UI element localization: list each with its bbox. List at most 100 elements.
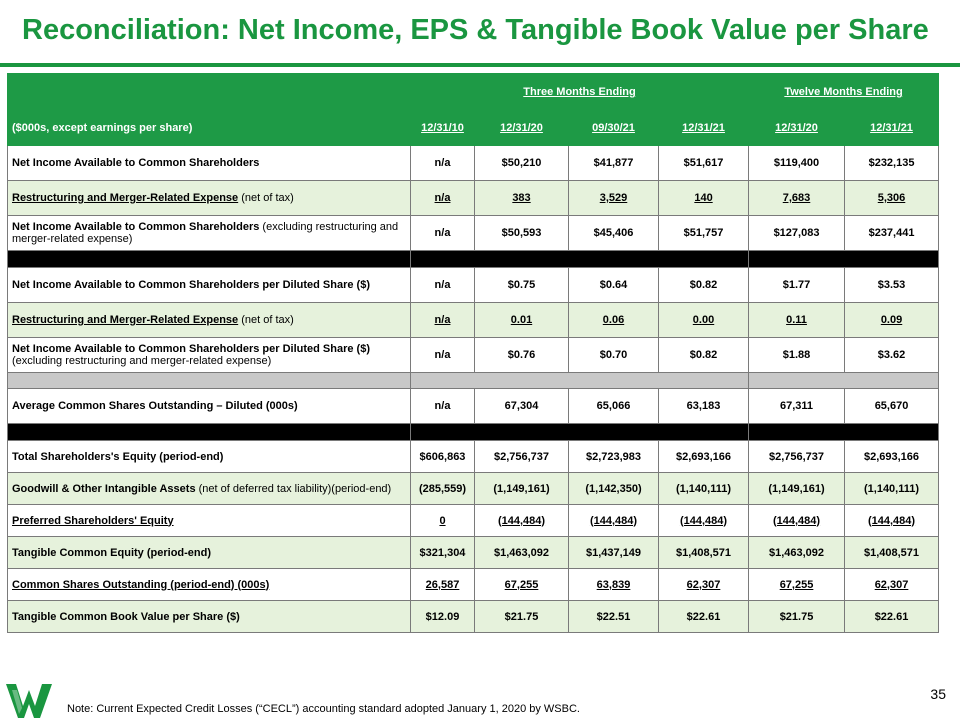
value-cell: 67,255 [748, 568, 846, 601]
value-cell: $3.62 [844, 337, 940, 373]
value-cell: 26,587 [410, 568, 475, 601]
row-label-cell: Net Income Available to Common Sharehold… [7, 337, 411, 373]
value-cell: 67,304 [474, 388, 569, 424]
column-header: 12/31/21 [844, 110, 940, 146]
footnote: Note: Current Expected Credit Losses (“C… [67, 703, 580, 715]
row-label-cell: Preferred Shareholders' Equity [7, 504, 411, 537]
reconciliation-table: Three Months Ending Twelve Months Ending… [7, 73, 940, 633]
column-header: 12/31/20 [474, 110, 569, 146]
column-header: 12/31/10 [410, 110, 475, 146]
row-label: Tangible Common Book Value per Share ($) [7, 600, 411, 633]
page-number: 35 [930, 686, 946, 702]
row-label: Tangible Common Equity (period-end) [7, 536, 411, 569]
row-label-note: (excluding restructuring and merger-rela… [12, 221, 399, 245]
value-cell: $1,408,571 [844, 536, 940, 569]
value-cell: 63,183 [657, 388, 750, 424]
row-label: Restructuring and Merger-Related Expense [12, 314, 239, 326]
value-cell: $0.82 [657, 337, 750, 373]
separator-row [7, 423, 940, 441]
value-cell: n/a [410, 337, 475, 373]
separator-row [7, 250, 940, 268]
separator-row [7, 372, 940, 389]
row-label: Goodwill & Other Intangible Assets [12, 482, 196, 495]
row-goodwill: Goodwill & Other Intangible Assets (net … [7, 472, 940, 505]
value-cell: $127,083 [748, 215, 846, 251]
value-cell: $2,693,166 [844, 440, 940, 473]
header-group-row: Three Months Ending Twelve Months Ending [7, 73, 940, 111]
value-cell: 65,670 [844, 388, 940, 424]
value-cell: 67,311 [748, 388, 846, 424]
value-cell: $50,593 [474, 215, 569, 251]
row-net-income: Net Income Available to Common Sharehold… [7, 145, 940, 181]
value-cell: $0.82 [657, 267, 750, 303]
value-cell: $2,756,737 [748, 440, 846, 473]
row-label: Common Shares Outstanding (period-end) (… [12, 578, 270, 591]
value-cell: (1,142,350) [568, 472, 659, 505]
value-cell: (1,149,161) [474, 472, 569, 505]
value-cell: $21.75 [474, 600, 569, 633]
row-label-note: (net of deferred tax liability)(period-e… [198, 482, 392, 495]
value-cell: $41,877 [568, 145, 659, 181]
value-cell: 3,529 [568, 180, 659, 216]
header-blank-cell [7, 73, 411, 111]
wesbanco-w-logo-icon [6, 684, 52, 718]
value-cell: $1,463,092 [748, 536, 846, 569]
row-label-cell: Common Shares Outstanding (period-end) (… [7, 568, 411, 601]
value-cell: 0.11 [748, 302, 846, 338]
value-cell: 63,839 [568, 568, 659, 601]
value-cell: 67,255 [474, 568, 569, 601]
header-twelve-months: Twelve Months Ending [748, 73, 940, 111]
value-cell: (144,484) [657, 504, 750, 537]
row-label-note: (excluding restructuring and merger-rela… [12, 355, 272, 367]
value-cell: (144,484) [474, 504, 569, 537]
value-cell: $606,863 [410, 440, 475, 473]
value-cell: $232,135 [844, 145, 940, 181]
value-cell: n/a [410, 180, 475, 216]
row-label-cell: Goodwill & Other Intangible Assets (net … [7, 472, 411, 505]
value-cell: $0.70 [568, 337, 659, 373]
row-label-note: (net of tax) [241, 192, 294, 204]
value-cell: 383 [474, 180, 569, 216]
row-preferred: Preferred Shareholders' Equity 0 (144,48… [7, 504, 940, 537]
value-cell: $0.75 [474, 267, 569, 303]
value-cell: $12.09 [410, 600, 475, 633]
row-label: Average Common Shares Outstanding – Dilu… [7, 388, 411, 424]
value-cell: n/a [410, 388, 475, 424]
value-cell: 65,066 [568, 388, 659, 424]
value-cell: $3.53 [844, 267, 940, 303]
value-cell: 0.09 [844, 302, 940, 338]
value-cell: $51,617 [657, 145, 750, 181]
value-cell: $22.51 [568, 600, 659, 633]
value-cell: (144,484) [844, 504, 940, 537]
row-label: Total Shareholders's Equity (period-end) [7, 440, 411, 473]
value-cell: $2,723,983 [568, 440, 659, 473]
row-tangible-equity: Tangible Common Equity (period-end) $321… [7, 536, 940, 569]
value-cell: 0.01 [474, 302, 569, 338]
value-cell: $1,463,092 [474, 536, 569, 569]
value-cell: $0.76 [474, 337, 569, 373]
value-cell: (1,140,111) [844, 472, 940, 505]
row-label: Preferred Shareholders' Equity [12, 514, 174, 527]
value-cell: $0.64 [568, 267, 659, 303]
title-divider [0, 63, 960, 67]
value-cell: $21.75 [748, 600, 846, 633]
row-tbvps: Tangible Common Book Value per Share ($)… [7, 600, 940, 633]
row-shares-outstanding: Common Shares Outstanding (period-end) (… [7, 568, 940, 601]
value-cell: $1.88 [748, 337, 846, 373]
value-cell: 0.06 [568, 302, 659, 338]
row-net-income-excl: Net Income Available to Common Sharehold… [7, 215, 940, 251]
value-cell: $22.61 [657, 600, 750, 633]
value-cell: n/a [410, 215, 475, 251]
row-label: Net Income Available to Common Sharehold… [12, 221, 260, 233]
row-label: Net Income Available to Common Sharehold… [12, 343, 370, 355]
value-cell: $50,210 [474, 145, 569, 181]
value-cell: (285,559) [410, 472, 475, 505]
value-cell: (144,484) [748, 504, 846, 537]
value-cell: 62,307 [657, 568, 750, 601]
value-cell: $1.77 [748, 267, 846, 303]
header-columns-row: ($000s, except earnings per share) 12/31… [7, 110, 940, 146]
value-cell: $1,437,149 [568, 536, 659, 569]
value-cell: (144,484) [568, 504, 659, 537]
header-three-months: Three Months Ending [409, 73, 750, 111]
column-header: 09/30/21 [568, 110, 659, 146]
